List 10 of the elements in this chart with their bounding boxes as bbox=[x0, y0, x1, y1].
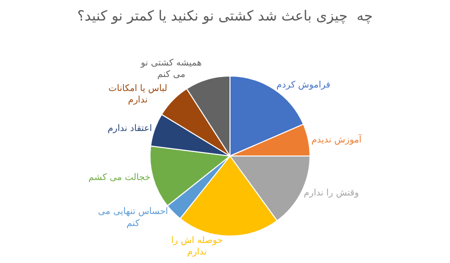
slice-label: اعتقاد ندارم bbox=[108, 124, 152, 134]
slice-label: آموزش ندیدم bbox=[311, 134, 362, 146]
slice-label: وقتش را ندارم bbox=[304, 188, 359, 198]
slice-label: همیشه کشتی نو می کنم bbox=[140, 58, 202, 80]
slice-label: لباس یا امکانات ندارم bbox=[108, 84, 168, 106]
chart-title: چه چیزی باعث شد کشتی نو نکنید یا کمتر نو کنید؟ bbox=[77, 8, 373, 24]
slice-label: احساس تنهایی می کنم bbox=[98, 207, 168, 229]
slice-label: حوصله اش را ندارم bbox=[171, 236, 223, 258]
slice-label: خجالت می کشم bbox=[88, 172, 150, 183]
slice-label: فراموش کردم bbox=[276, 80, 330, 91]
